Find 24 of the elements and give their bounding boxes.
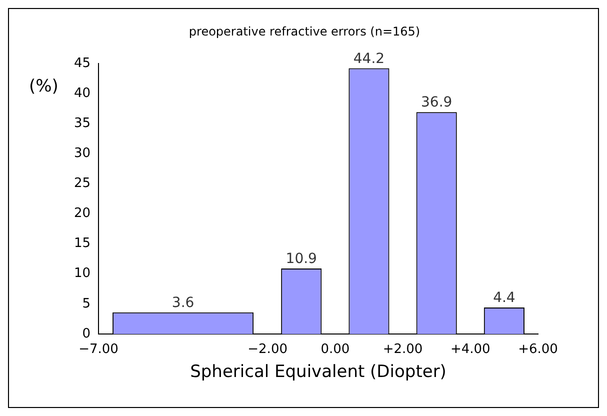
y-tick-label: 15 (74, 236, 91, 252)
x-tick-label: +4.00 (450, 342, 490, 358)
y-tick-label: 40 (74, 86, 91, 101)
x-tick-label: +2.00 (382, 342, 423, 358)
data-label: 44.2 (353, 50, 385, 67)
y-tick-label: 25 (74, 176, 91, 192)
data-label: 4.4 (493, 290, 516, 306)
x-tick-label: +6.00 (518, 342, 558, 358)
data-label: 10.9 (286, 251, 317, 268)
y-tick-label: 35 (74, 116, 91, 131)
y-tick-label: 30 (74, 146, 91, 161)
y-tick-label: 10 (74, 266, 91, 282)
y-tick-label: 20 (74, 206, 91, 222)
x-axis-title: Spherical Equivalent (Diopter) (190, 362, 446, 382)
y-tick-label: 0 (82, 326, 91, 342)
x-tick-label: −7.00 (78, 342, 118, 358)
data-label: 3.6 (172, 294, 194, 311)
x-tick-label: 0.00 (320, 342, 350, 358)
y-axis-title: (%) (29, 76, 58, 96)
x-tick-label: −2.00 (248, 342, 288, 358)
chart-title: preoperative refractive errors (n=165) (188, 24, 420, 38)
y-tick-label: 5 (82, 296, 91, 312)
y-tick-label: 45 (74, 56, 91, 71)
data-label: 36.9 (421, 94, 452, 111)
